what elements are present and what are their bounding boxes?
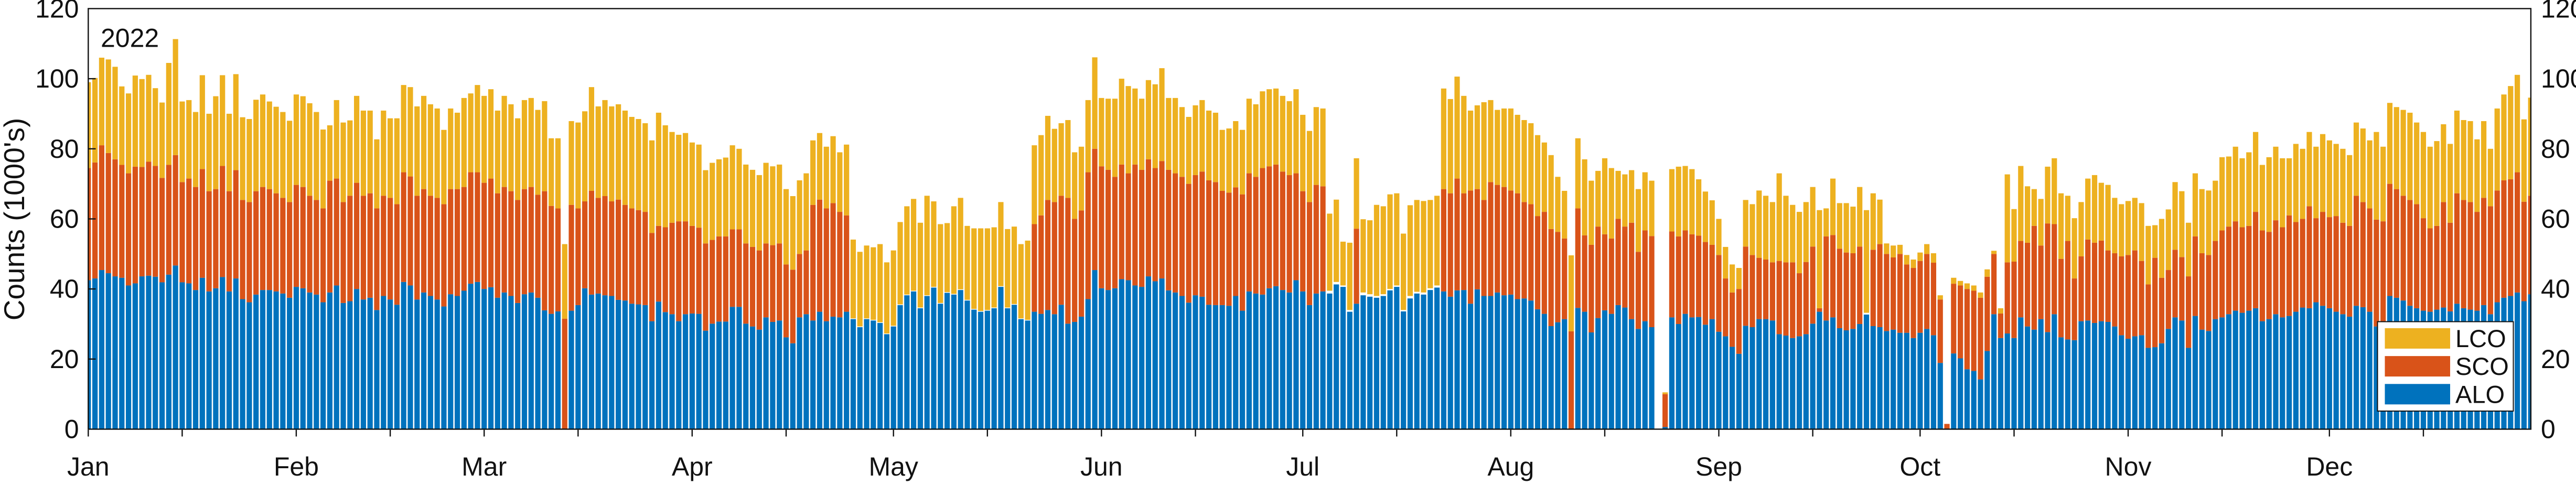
- svg-text:Counts (1000's): Counts (1000's): [0, 118, 30, 321]
- svg-text:20: 20: [2541, 344, 2570, 374]
- svg-text:120: 120: [2541, 0, 2576, 23]
- svg-text:Aug: Aug: [1487, 452, 1534, 481]
- svg-text:Jan: Jan: [67, 452, 110, 481]
- svg-text:Feb: Feb: [274, 452, 319, 481]
- svg-text:Jun: Jun: [1080, 452, 1123, 481]
- svg-text:ALO: ALO: [2455, 380, 2505, 408]
- svg-text:Nov: Nov: [2105, 452, 2152, 481]
- svg-text:0: 0: [2541, 415, 2556, 444]
- svg-text:May: May: [868, 452, 918, 481]
- svg-text:100: 100: [35, 64, 79, 93]
- svg-text:SCO: SCO: [2455, 352, 2509, 380]
- svg-text:100: 100: [2541, 64, 2576, 93]
- svg-text:80: 80: [50, 134, 79, 164]
- svg-text:0: 0: [65, 415, 79, 444]
- svg-text:60: 60: [50, 204, 79, 234]
- svg-text:Jul: Jul: [1286, 452, 1319, 481]
- svg-text:Mar: Mar: [461, 452, 507, 481]
- svg-text:20: 20: [50, 344, 79, 374]
- svg-text:LCO: LCO: [2455, 325, 2506, 352]
- svg-text:80: 80: [2541, 134, 2570, 164]
- svg-text:40: 40: [50, 274, 79, 304]
- svg-text:120: 120: [35, 0, 79, 23]
- svg-text:40: 40: [2541, 274, 2570, 304]
- svg-text:2022: 2022: [101, 24, 159, 53]
- svg-text:Sep: Sep: [1695, 452, 1742, 481]
- svg-text:Dec: Dec: [2306, 452, 2353, 481]
- svg-text:Oct: Oct: [1899, 452, 1940, 481]
- svg-text:Apr: Apr: [672, 452, 713, 481]
- svg-text:60: 60: [2541, 204, 2570, 234]
